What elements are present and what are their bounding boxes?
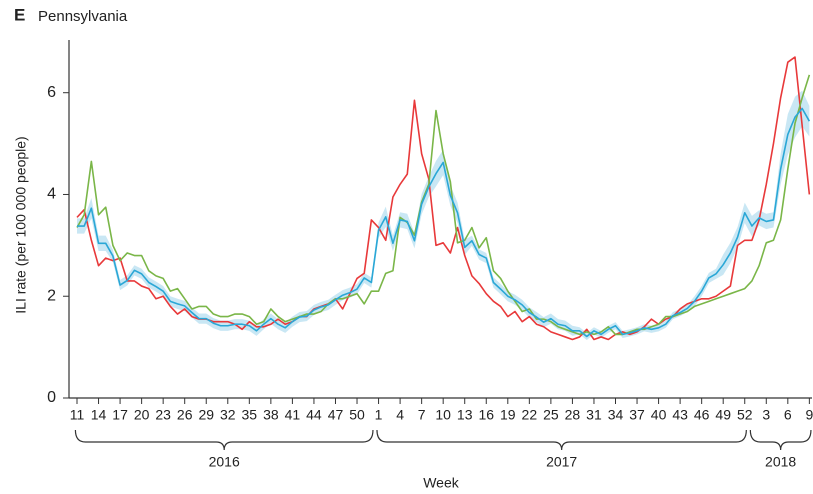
y-tick-label: 4	[47, 186, 56, 203]
y-tick-label: 2	[47, 287, 56, 304]
x-tick-label: 28	[565, 407, 581, 423]
x-tick-label: 43	[672, 407, 688, 423]
x-tick-label: 49	[715, 407, 731, 423]
x-tick-label: 17	[112, 407, 128, 423]
y-tick-label: 6	[47, 84, 56, 101]
x-tick-label: 32	[220, 407, 236, 423]
panel-letter: E	[14, 5, 25, 24]
y-tick-label: 0	[47, 389, 56, 406]
x-tick-label: 14	[91, 407, 107, 423]
y-axis-label: ILI rate (per 100 000 people)	[13, 136, 29, 313]
x-tick-label: 47	[328, 407, 344, 423]
x-tick-label: 19	[500, 407, 516, 423]
x-tick-label: 3	[762, 407, 770, 423]
x-tick-label: 26	[177, 407, 193, 423]
x-tick-label: 35	[242, 407, 258, 423]
x-tick-label: 38	[263, 407, 279, 423]
x-tick-label: 22	[522, 407, 538, 423]
x-tick-label: 31	[586, 407, 602, 423]
x-tick-label: 29	[198, 407, 214, 423]
x-tick-label: 40	[651, 407, 667, 423]
x-tick-label: 7	[418, 407, 426, 423]
x-tick-label: 34	[608, 407, 624, 423]
x-tick-label: 10	[435, 407, 451, 423]
x-tick-label: 37	[629, 407, 645, 423]
x-tick-label: 13	[457, 407, 473, 423]
x-tick-label: 52	[737, 407, 753, 423]
x-tick-label: 9	[805, 407, 813, 423]
x-tick-label: 23	[155, 407, 171, 423]
series-line	[77, 107, 811, 338]
series-line	[76, 74, 811, 336]
x-tick-label: 44	[306, 407, 322, 423]
x-tick-label: 50	[349, 407, 365, 423]
chart-title: Pennsylvania	[38, 8, 128, 25]
x-tick-label: 16	[478, 407, 494, 423]
year-label: 2018	[765, 454, 796, 470]
year-bracket	[376, 429, 747, 451]
x-tick-label: 46	[694, 407, 710, 423]
year-bracket	[74, 429, 374, 451]
x-tick-label: 25	[543, 407, 559, 423]
year-bracket	[749, 429, 812, 451]
x-axis-label: Week	[423, 475, 460, 491]
year-label: 2016	[209, 454, 240, 470]
x-tick-label: 20	[134, 407, 150, 423]
x-tick-label: 41	[285, 407, 301, 423]
x-tick-label: 6	[784, 407, 792, 423]
x-tick-label: 1	[375, 407, 383, 423]
x-tick-label: 11	[70, 407, 85, 423]
x-tick-label: 4	[396, 407, 404, 423]
year-label: 2017	[546, 454, 577, 470]
